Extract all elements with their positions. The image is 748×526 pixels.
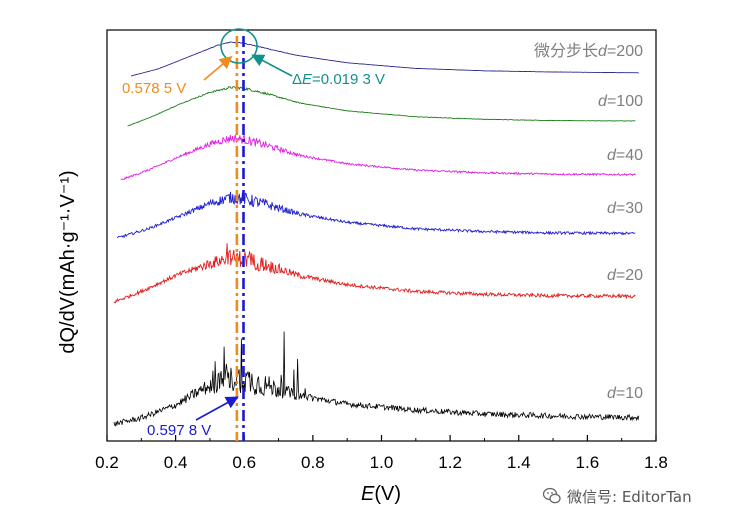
curve-labels: 微分步长d=200 d=100 d=40 d=30 d=20 d=10	[534, 42, 643, 402]
series-label-5: d=10	[607, 385, 643, 402]
series-label-1: d=100	[598, 93, 643, 110]
plot-frame	[106, 29, 657, 442]
wechat-icon	[543, 487, 561, 504]
series-label-0: 微分步长d=200	[534, 42, 643, 60]
delta-value: =0.019 3 V	[312, 71, 385, 88]
series-label-2: d=40	[607, 147, 643, 164]
x-axis-title-rest: (V)	[374, 483, 401, 505]
x-tick-label: 1.6	[576, 453, 600, 472]
x-axis-title: E(V)	[361, 483, 401, 505]
curve-3	[116, 191, 636, 239]
x-tick-label: 1.8	[644, 453, 668, 472]
x-tick-label: 0.2	[95, 453, 119, 472]
delta-e-label: ΔE=0.019 3 V	[292, 71, 385, 88]
curves	[113, 41, 640, 427]
x-tick-label: 0.4	[164, 453, 188, 472]
series-label-4: d=20	[607, 267, 643, 284]
curve-4	[113, 243, 636, 304]
delta-italic: E	[302, 71, 313, 88]
teal-annotation-arrow	[251, 54, 293, 77]
highlight-circle	[220, 28, 258, 64]
x-tick-label: 0.6	[232, 453, 256, 472]
vertical-reference-lines	[235, 36, 245, 441]
curve-1	[127, 85, 636, 127]
y-axis-title: dQ/dV(mAh·g⁻¹·V⁻¹)	[57, 170, 79, 353]
curve-5	[113, 331, 640, 427]
watermark-text: 微信号: EditorTan	[567, 487, 692, 506]
blue-line-label: 0.597 8 V	[147, 422, 211, 439]
delta-prefix: Δ	[292, 71, 302, 88]
x-axis-title-italic: E	[361, 483, 375, 505]
x-tick-label: 1.4	[507, 453, 531, 472]
watermark: 微信号: EditorTan	[543, 484, 692, 508]
curve-2	[120, 133, 636, 180]
x-tick-label: 1.0	[370, 453, 394, 472]
x-axis-ticks: 0.2 0.4 0.6 0.8 1.0 1.2 1.4 1.6 1.8	[95, 435, 668, 472]
series-label-3: d=30	[607, 200, 643, 217]
x-tick-label: 1.2	[438, 453, 462, 472]
blue-annotation-arrow	[195, 396, 239, 421]
curve-0	[130, 41, 639, 77]
orange-line-label: 0.578 5 V	[122, 80, 186, 97]
orange-annotation-arrow	[203, 55, 233, 81]
x-tick-label: 0.8	[301, 453, 325, 472]
